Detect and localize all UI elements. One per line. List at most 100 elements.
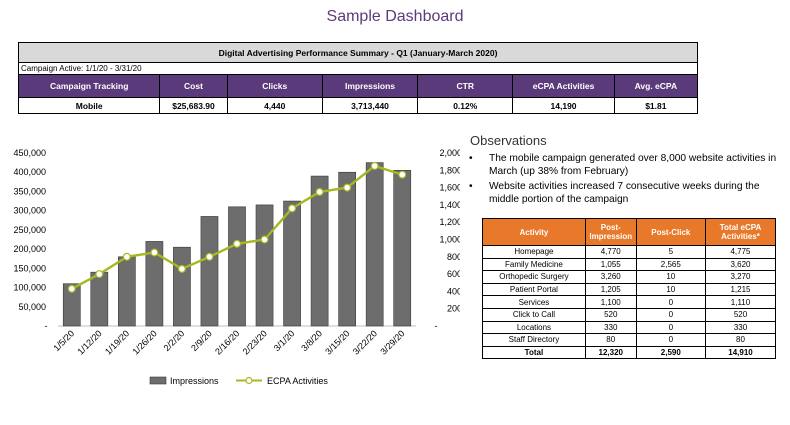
x-tick-label: 2/2/20 <box>162 328 187 353</box>
header-ecpa-activities: eCPA Activities <box>512 74 615 98</box>
y-right-tick-label: - <box>435 321 438 331</box>
x-tick-label: 3/15/20 <box>323 328 351 356</box>
table-row: Click to Call 520 0 520 <box>482 307 777 322</box>
post-click-value: 0 <box>635 333 706 347</box>
activity-name: Locations <box>482 320 586 335</box>
observation-item: • The mobile campaign generated over 8,0… <box>467 152 787 178</box>
legend-ecpa-label: ECPA Activities <box>267 376 328 386</box>
legend-impressions-swatch <box>149 376 167 385</box>
x-tick-label: 3/22/20 <box>351 328 379 356</box>
post-click-value: 10 <box>635 270 706 284</box>
table-row: Services 1,100 0 1,110 <box>482 295 777 309</box>
post-impression-value: 80 <box>584 333 637 347</box>
y-left-tick-label: 350,000 <box>13 186 46 196</box>
header-ctr: CTR <box>417 74 514 98</box>
summary-data-row: Mobile $25,683.90 4,440 3,713,440 0.12% … <box>17 97 699 114</box>
summary-title-row: Digital Advertising Performance Summary … <box>18 42 698 63</box>
table-row: Patient Portal 1,205 10 1,215 <box>482 282 777 297</box>
y-right-tick-label: 1,800 <box>439 165 460 175</box>
post-click-value: 10 <box>635 282 706 297</box>
post-impression-value: 1,055 <box>584 257 637 272</box>
ecpa-activities-point <box>150 248 159 257</box>
cell-ecpa-activities: 14,190 <box>512 97 615 114</box>
y-left-tick-label: 450,000 <box>13 148 46 158</box>
table-row: Staff Directory 80 0 80 <box>482 333 777 347</box>
impressions-bar <box>173 246 191 327</box>
total-row: Total 12,320 2,590 14,910 <box>482 345 777 360</box>
post-click-value: 0 <box>635 307 706 322</box>
y-right-tick-label: 1,000 <box>439 235 460 245</box>
post-click-value: 0 <box>635 295 706 309</box>
x-tick-label: 2/9/20 <box>189 328 214 353</box>
post-impression-value: 3,260 <box>584 270 637 284</box>
total-value: 3,620 <box>704 257 777 272</box>
impressions-bar <box>283 200 301 327</box>
table-row: Homepage 4,770 5 4,775 <box>482 245 777 259</box>
ecpa-activities-point <box>177 264 186 273</box>
impressions-bar <box>393 169 412 327</box>
cell-cost: $25,683.90 <box>159 97 228 114</box>
legend-impressions-label: Impressions <box>170 376 219 386</box>
table-row: Locations 330 0 330 <box>482 320 777 335</box>
x-tick-label: 1/26/20 <box>130 328 158 356</box>
total-ecpa: 14,910 <box>704 345 777 360</box>
y-left-tick-label: 150,000 <box>13 263 46 273</box>
campaign-active-row: Campaign Active: 1/1/20 - 3/31/20 <box>18 62 698 75</box>
y-left-tick-label: 100,000 <box>13 283 46 293</box>
total-label: Total <box>482 345 586 360</box>
header-avg-ecpa: Avg. eCPA <box>613 74 699 98</box>
impressions-bar <box>90 271 109 327</box>
activity-name: Patient Portal <box>482 282 586 297</box>
y-right-tick-label: 600 <box>447 269 460 279</box>
cell-campaign: Mobile <box>17 97 161 114</box>
cell-avg-ecpa: $1.81 <box>613 97 699 114</box>
post-impression-value: 520 <box>584 307 637 322</box>
total-value: 520 <box>704 307 777 322</box>
cell-ctr: 0.12% <box>417 97 514 114</box>
total-value: 1,110 <box>704 295 777 309</box>
impressions-bar <box>310 175 329 327</box>
table-row: Orthopedic Surgery 3,260 10 3,270 <box>482 270 777 284</box>
total-post-click: 2,590 <box>635 345 706 360</box>
x-tick-label: 1/12/20 <box>75 328 103 356</box>
impressions-bar <box>145 241 164 327</box>
y-left-tick-label: 50,000 <box>18 302 46 312</box>
total-value: 3,270 <box>704 270 777 284</box>
header-campaign-tracking: Campaign Tracking <box>17 74 161 98</box>
post-impression-value: 1,100 <box>584 295 637 309</box>
y-right-tick-label: 1,200 <box>439 217 460 227</box>
impressions-bar <box>118 256 136 327</box>
observation-text: Website activities increased 7 consecuti… <box>489 181 760 205</box>
y-right-tick-label: 1,400 <box>439 200 460 210</box>
y-right-tick-label: 2,000 <box>439 148 460 158</box>
header-activity: Activity <box>482 218 586 246</box>
ecpa-activities-point <box>370 161 379 170</box>
ecpa-activities-point <box>260 235 269 244</box>
activity-name: Services <box>482 295 586 309</box>
total-value: 330 <box>704 320 777 335</box>
activity-table: Activity Post-Impression Post-Click Tota… <box>482 218 777 360</box>
activity-name: Homepage <box>482 245 586 259</box>
ecpa-activities-point <box>233 239 242 248</box>
y-left-tick-label: 400,000 <box>13 167 46 177</box>
ecpa-activities-point <box>67 284 76 293</box>
x-tick-label: 2/23/20 <box>241 328 269 356</box>
x-tick-label: 3/8/20 <box>299 328 324 353</box>
bullet-icon: • <box>469 153 473 164</box>
y-left-tick-label: - <box>45 321 48 331</box>
summary-header-row: Campaign Tracking Cost Clicks Impression… <box>17 74 699 98</box>
y-left-tick-label: 200,000 <box>13 244 46 254</box>
ecpa-activities-point <box>95 270 104 279</box>
header-impressions: Impressions <box>321 74 419 98</box>
observation-text: The mobile campaign generated over 8,000… <box>489 153 777 177</box>
cell-impressions: 3,713,440 <box>321 97 419 114</box>
total-value: 1,215 <box>704 282 777 297</box>
activity-name: Click to Call <box>482 307 586 322</box>
ecpa-activities-point <box>343 183 352 192</box>
activity-name: Family Medicine <box>482 257 586 272</box>
cell-clicks: 4,440 <box>226 97 323 114</box>
impressions-bar <box>338 171 356 327</box>
y-right-tick-label: 800 <box>447 252 460 262</box>
observation-item: • Website activities increased 7 consecu… <box>467 180 787 206</box>
post-impression-value: 330 <box>584 320 637 335</box>
